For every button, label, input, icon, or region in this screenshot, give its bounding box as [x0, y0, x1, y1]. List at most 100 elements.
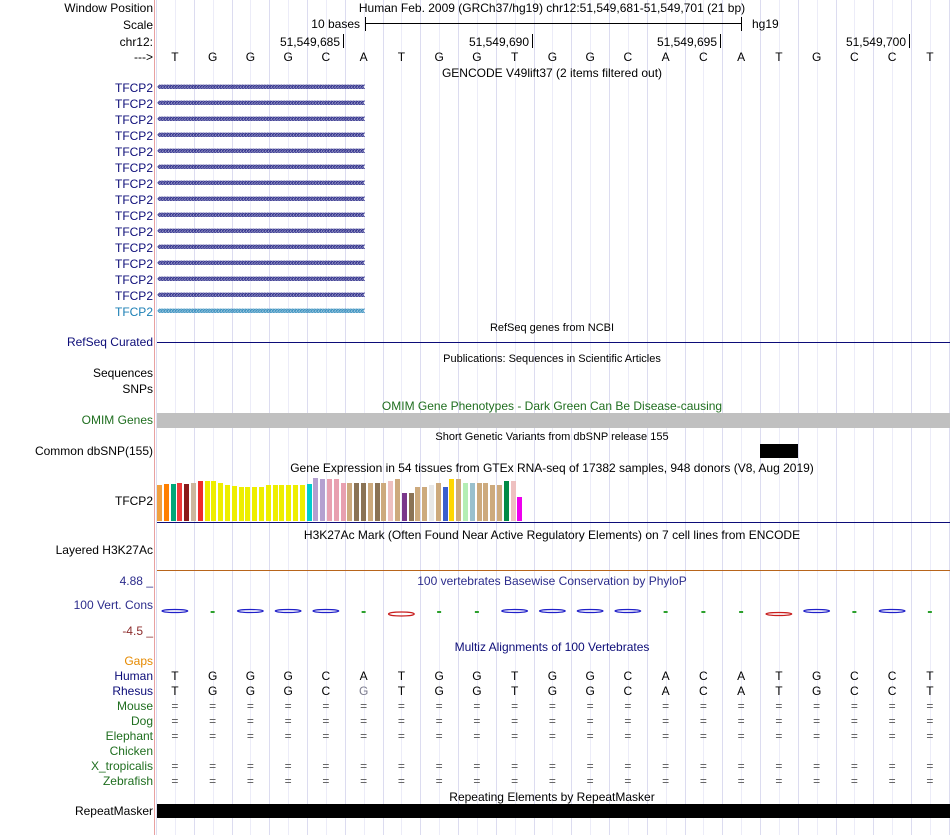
gtex-tissue-bar[interactable] — [252, 487, 258, 521]
gtex-tissue-bar[interactable] — [259, 487, 264, 521]
gtex-tissue-bar[interactable] — [388, 481, 394, 521]
gtex-tissue-bar[interactable] — [218, 483, 224, 521]
multiz-species-label[interactable]: Elephant — [105, 729, 153, 743]
gtex-tissue-bar[interactable] — [238, 487, 244, 521]
refseq-track-title[interactable]: RefSeq genes from NCBI — [489, 322, 615, 334]
gtex-tissue-bar[interactable] — [197, 481, 203, 521]
gencode-gene-label[interactable]: TFCP2 — [114, 97, 153, 111]
gtex-tissue-bar[interactable] — [293, 485, 298, 521]
gencode-gene-label[interactable]: TFCP2 — [114, 225, 153, 239]
phylop-track-title[interactable]: 100 vertebrates Basewise Conservation by… — [417, 574, 687, 588]
omim-label[interactable]: OMIM Genes — [81, 413, 153, 427]
gtex-tissue-bar[interactable] — [347, 483, 353, 521]
multiz-species-label[interactable]: Zebrafish — [102, 774, 153, 788]
gencode-track-title[interactable]: GENCODE V49lift37 (2 items filtered out) — [441, 66, 663, 80]
gencode-transcript-arrows[interactable]: ‹‹‹‹‹‹‹‹‹‹‹‹‹‹‹‹‹‹‹‹‹‹‹‹‹‹‹‹‹‹‹‹‹‹‹‹‹‹‹‹… — [157, 193, 365, 205]
repeatmasker-label[interactable]: RepeatMasker — [74, 804, 153, 818]
gtex-tissue-bar[interactable] — [327, 479, 332, 521]
gtex-tissue-bar[interactable] — [157, 485, 162, 521]
h3k27ac-label[interactable]: Layered H3K27Ac — [55, 543, 153, 557]
gtex-tissue-bar[interactable] — [395, 479, 400, 521]
gtex-bar-chart[interactable] — [157, 471, 557, 521]
refseq-label[interactable]: RefSeq Curated — [66, 335, 153, 349]
dbsnp-label[interactable]: Common dbSNP(155) — [34, 444, 153, 458]
gencode-gene-label[interactable]: TFCP2 — [114, 209, 153, 223]
gtex-tissue-bar[interactable] — [374, 483, 380, 521]
gtex-tissue-bar[interactable] — [381, 483, 387, 521]
gtex-tissue-bar[interactable] — [435, 483, 441, 521]
gtex-tissue-bar[interactable] — [456, 479, 462, 521]
gtex-tissue-bar[interactable] — [449, 479, 455, 521]
dbsnp-variant[interactable] — [760, 444, 798, 458]
gtex-tissue-bar[interactable] — [469, 483, 475, 521]
gencode-gene-label[interactable]: TFCP2 — [114, 289, 153, 303]
gtex-tissue-bar[interactable] — [415, 487, 421, 521]
gtex-tissue-bar[interactable] — [279, 485, 285, 521]
omim-feature-bar[interactable] — [157, 413, 950, 428]
gtex-tissue-bar[interactable] — [313, 478, 319, 521]
gencode-transcript-arrows[interactable]: ‹‹‹‹‹‹‹‹‹‹‹‹‹‹‹‹‹‹‹‹‹‹‹‹‹‹‹‹‹‹‹‹‹‹‹‹‹‹‹‹… — [157, 145, 365, 157]
gencode-transcript-arrows[interactable]: ‹‹‹‹‹‹‹‹‹‹‹‹‹‹‹‹‹‹‹‹‹‹‹‹‹‹‹‹‹‹‹‹‹‹‹‹‹‹‹‹… — [157, 209, 365, 221]
gencode-transcript-arrows[interactable]: ‹‹‹‹‹‹‹‹‹‹‹‹‹‹‹‹‹‹‹‹‹‹‹‹‹‹‹‹‹‹‹‹‹‹‹‹‹‹‹‹… — [157, 113, 365, 125]
gencode-gene-label[interactable]: TFCP2 — [114, 305, 153, 319]
multiz-species-label[interactable]: X_tropicalis — [90, 759, 153, 773]
gencode-gene-label[interactable]: TFCP2 — [114, 257, 153, 271]
gtex-tissue-bar[interactable] — [429, 485, 434, 521]
gtex-tissue-bar[interactable] — [517, 497, 523, 521]
multiz-gaps-label[interactable]: Gaps — [124, 654, 153, 668]
gtex-tissue-bar[interactable] — [340, 483, 346, 521]
gtex-tissue-bar[interactable] — [497, 485, 502, 521]
gtex-tissue-bar[interactable] — [442, 487, 448, 521]
dbsnp-track-title[interactable]: Short Genetic Variants from dbSNP releas… — [435, 431, 669, 443]
gtex-tissue-bar[interactable] — [204, 481, 210, 521]
multiz-species-label[interactable]: Human — [114, 669, 153, 683]
gencode-transcript-arrows[interactable]: ‹‹‹‹‹‹‹‹‹‹‹‹‹‹‹‹‹‹‹‹‹‹‹‹‹‹‹‹‹‹‹‹‹‹‹‹‹‹‹‹… — [157, 177, 365, 189]
gtex-tissue-bar[interactable] — [320, 479, 326, 521]
gencode-gene-label[interactable]: TFCP2 — [114, 81, 153, 95]
publications-snps-label[interactable]: SNPs — [122, 382, 153, 396]
gencode-gene-label[interactable]: TFCP2 — [114, 161, 153, 175]
gencode-transcript-arrows[interactable]: ‹‹‹‹‹‹‹‹‹‹‹‹‹‹‹‹‹‹‹‹‹‹‹‹‹‹‹‹‹‹‹‹‹‹‹‹‹‹‹‹… — [157, 241, 365, 253]
gtex-tissue-bar[interactable] — [191, 483, 196, 521]
gtex-tissue-bar[interactable] — [401, 493, 407, 521]
gtex-label[interactable]: TFCP2 — [114, 494, 153, 508]
gencode-gene-label[interactable]: TFCP2 — [114, 273, 153, 287]
gencode-transcript-arrows[interactable]: ‹‹‹‹‹‹‹‹‹‹‹‹‹‹‹‹‹‹‹‹‹‹‹‹‹‹‹‹‹‹‹‹‹‹‹‹‹‹‹‹… — [157, 81, 365, 93]
multiz-species-label[interactable]: Rhesus — [112, 684, 153, 698]
gtex-tissue-bar[interactable] — [367, 483, 373, 521]
gtex-tissue-bar[interactable] — [272, 485, 278, 521]
phylop-label[interactable]: 100 Vert. Cons — [73, 598, 153, 612]
gencode-transcript-arrows[interactable]: ‹‹‹‹‹‹‹‹‹‹‹‹‹‹‹‹‹‹‹‹‹‹‹‹‹‹‹‹‹‹‹‹‹‹‹‹‹‹‹‹… — [157, 129, 365, 141]
gencode-transcript-arrows[interactable]: ‹‹‹‹‹‹‹‹‹‹‹‹‹‹‹‹‹‹‹‹‹‹‹‹‹‹‹‹‹‹‹‹‹‹‹‹‹‹‹‹… — [157, 161, 365, 173]
gtex-tissue-bar[interactable] — [463, 483, 468, 521]
gtex-tissue-bar[interactable] — [299, 485, 305, 521]
gtex-tissue-bar[interactable] — [503, 481, 509, 521]
gtex-tissue-bar[interactable] — [225, 485, 230, 521]
gtex-tissue-bar[interactable] — [170, 484, 176, 521]
h3k27ac-track-title[interactable]: H3K27Ac Mark (Often Found Near Active Re… — [303, 528, 801, 542]
publications-sequences-label[interactable]: Sequences — [92, 366, 153, 380]
gtex-tissue-bar[interactable] — [211, 481, 217, 521]
gtex-tissue-bar[interactable] — [490, 485, 496, 521]
gtex-tissue-bar[interactable] — [163, 484, 169, 521]
gtex-tissue-bar[interactable] — [177, 483, 183, 521]
gencode-transcript-arrows[interactable]: ‹‹‹‹‹‹‹‹‹‹‹‹‹‹‹‹‹‹‹‹‹‹‹‹‹‹‹‹‹‹‹‹‹‹‹‹‹‹‹‹… — [157, 289, 365, 301]
multiz-species-label[interactable]: Mouse — [116, 699, 153, 713]
gencode-transcript-arrows[interactable]: ‹‹‹‹‹‹‹‹‹‹‹‹‹‹‹‹‹‹‹‹‹‹‹‹‹‹‹‹‹‹‹‹‹‹‹‹‹‹‹‹… — [157, 273, 365, 285]
gtex-tissue-bar[interactable] — [265, 485, 271, 521]
repeatmasker-track-title[interactable]: Repeating Elements by RepeatMasker — [449, 790, 655, 804]
gencode-gene-label[interactable]: TFCP2 — [114, 241, 153, 255]
gtex-tissue-bar[interactable] — [231, 486, 237, 521]
gencode-transcript-arrows[interactable]: ‹‹‹‹‹‹‹‹‹‹‹‹‹‹‹‹‹‹‹‹‹‹‹‹‹‹‹‹‹‹‹‹‹‹‹‹‹‹‹‹… — [157, 257, 365, 269]
multiz-species-label[interactable]: Dog — [130, 714, 153, 728]
gtex-tissue-bar[interactable] — [483, 483, 489, 521]
repeatmasker-feature-bar[interactable] — [157, 804, 950, 818]
gtex-tissue-bar[interactable] — [354, 483, 360, 521]
gtex-tissue-bar[interactable] — [184, 484, 190, 521]
gtex-tissue-bar[interactable] — [333, 479, 339, 521]
omim-track-title[interactable]: OMIM Gene Phenotypes - Dark Green Can Be… — [381, 399, 723, 413]
gencode-gene-label[interactable]: TFCP2 — [114, 129, 153, 143]
gtex-tissue-bar[interactable] — [286, 485, 292, 521]
gencode-gene-label[interactable]: TFCP2 — [114, 145, 153, 159]
